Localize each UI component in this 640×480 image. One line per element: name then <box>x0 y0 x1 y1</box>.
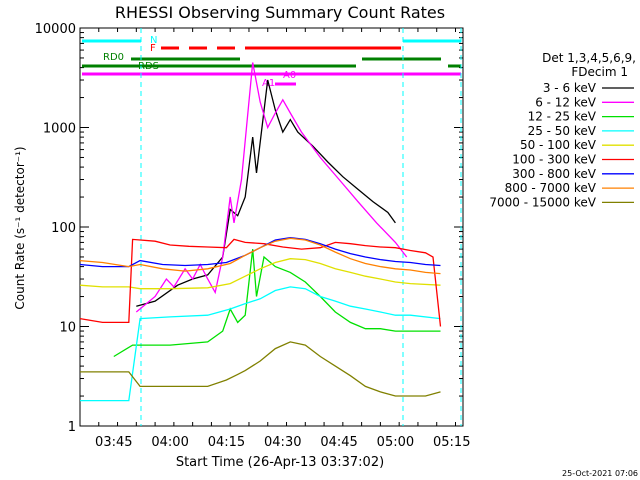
x-axis-label: Start Time (26-Apr-13 03:37:02) <box>176 455 384 470</box>
series-line-2 <box>113 249 441 358</box>
series-line-0 <box>136 79 396 307</box>
y-tick-label: 1000 <box>43 122 76 137</box>
timestamp: 25-Oct-2021 07:06 <box>562 469 638 478</box>
legend-entry-label: 50 - 100 keV <box>520 138 597 152</box>
axis-ticks <box>79 27 463 427</box>
series-lines <box>79 62 442 402</box>
flag-label: A0 <box>283 70 296 81</box>
series-line-3 <box>80 286 441 402</box>
x-tick-label: 05:15 <box>433 435 470 450</box>
y-tick-label: 100 <box>51 221 76 236</box>
legend-entry-label: 3 - 6 keV <box>543 81 597 95</box>
series-line-7 <box>79 237 441 275</box>
x-tick-label: 05:00 <box>377 435 414 450</box>
flag-label: RD0 <box>103 52 124 63</box>
flag-label: N <box>150 35 157 46</box>
series-line-6 <box>79 237 441 268</box>
series-line-8 <box>80 341 441 397</box>
legend-entry-label: 100 - 300 keV <box>512 153 596 167</box>
legend-entry-label: 12 - 25 keV <box>528 110 597 124</box>
tick-labels: 1 10 100 1000 10000 03:45 04:00 04:15 04:30 04:45… <box>35 22 471 450</box>
series-line-1 <box>135 62 408 313</box>
legend-header-line2: FDecim 1 <box>571 65 628 79</box>
legend-entry-label: 6 - 12 keV <box>535 95 597 109</box>
legend-header-line1: Det 1,3,4,5,6,9, <box>542 51 636 65</box>
chart-title: RHESSI Observing Summary Count Rates <box>115 3 445 22</box>
legend-entry-label: 25 - 50 keV <box>528 124 597 138</box>
flag-label: RDS <box>138 61 159 72</box>
x-tick-label: 04:00 <box>151 435 188 450</box>
y-tick-label: 10000 <box>35 22 76 37</box>
x-tick-label: 03:45 <box>95 435 132 450</box>
flag-label: F <box>150 43 156 54</box>
series-line-5 <box>79 238 442 327</box>
y-tick-label: 10 <box>59 321 76 336</box>
legend-entry-label: 7000 - 15000 keV <box>489 195 596 209</box>
x-tick-label: 04:15 <box>208 435 245 450</box>
x-tick-label: 04:30 <box>264 435 301 450</box>
y-tick-label: 1 <box>68 420 76 435</box>
y-axis-label: Count Rate (s⁻¹ detector⁻¹) <box>13 146 27 309</box>
legend-entry-label: 800 - 7000 keV <box>505 181 597 195</box>
legend-entry-label: 300 - 800 keV <box>512 167 596 181</box>
x-tick-label: 04:45 <box>320 435 357 450</box>
series-line-4 <box>79 258 441 290</box>
